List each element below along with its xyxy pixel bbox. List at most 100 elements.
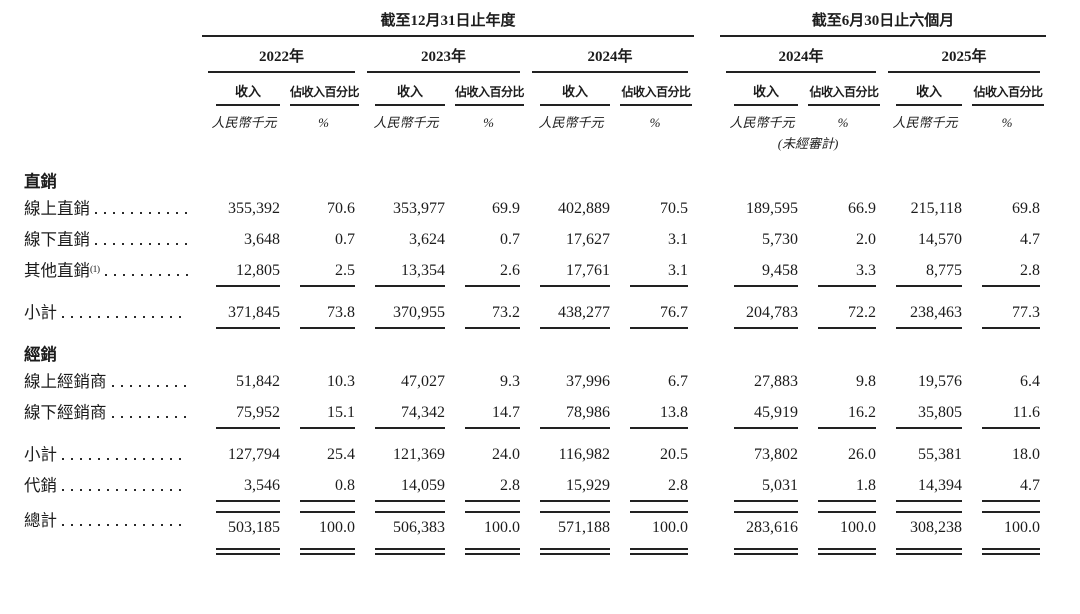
pct-value: 73.2 (451, 293, 526, 335)
column-header-row: 收入 佔收入百分比 收入 佔收入百分比 收入 佔收入百分比 收入 佔收入百分比 … (24, 73, 1046, 106)
dot-leader (104, 274, 188, 276)
revenue-value: 35,805 (882, 397, 968, 435)
double-rule (465, 548, 521, 555)
pct-value: 26.0 (848, 446, 877, 463)
pct-value: 70.6 (327, 200, 356, 217)
revenue-value: 116,982 (558, 446, 611, 463)
table-row: 線上直銷 355,392 70.6 353,977 69.9 402,889 70.5 189… (24, 193, 1046, 224)
pct-value: 4.7 (968, 470, 1046, 508)
table-row: 線上經銷商 51,842 10.3 47,027 9.3 37,996 6.7 27,883 9… (24, 366, 1046, 397)
annual-period-group: 截至12月31日止年度 (202, 6, 695, 37)
pct-value: 9.3 (500, 373, 521, 390)
revenue-value: 355,392 (228, 200, 280, 217)
unit-row: 人民幣千元 % 人民幣千元 % 人民幣千元 % 人民幣千元 % 人民幣千元 % (24, 106, 1046, 131)
revenue-value: 17,761 (526, 255, 616, 293)
dot-leader (62, 524, 188, 526)
table-row: 總計 503,185 100.0 506,383 100.0 571,188 100.0 28… (24, 508, 1046, 543)
revenue-value: 353,977 (393, 200, 446, 217)
revenue-value: 14,394 (882, 470, 968, 508)
row-label-text: 小計 (24, 303, 57, 322)
pct-value: 69.9 (492, 200, 521, 217)
pct-value: 24.0 (492, 446, 521, 463)
revenue-value: 17,627 (566, 231, 611, 248)
row-label-text: 線下直銷 (24, 230, 90, 249)
footnote-marker: (1) (90, 265, 100, 275)
period-header-row: 截至12月31日止年度 截至6月30日止六個月 (24, 6, 1047, 37)
revenue-column-header: 收入 (216, 73, 280, 106)
pct-column-header: 佔收入百分比 (972, 75, 1045, 106)
pct-value: 6.4 (1020, 373, 1041, 390)
double-rule (540, 548, 611, 555)
dot-leader (111, 416, 188, 418)
pct-value: 100.0 (616, 508, 694, 543)
pct-value: 25.4 (327, 446, 356, 463)
dot-leader (111, 385, 188, 387)
table-row: 線下經銷商 75,952 15.1 74,342 14.7 78,986 13.8 45,91… (24, 397, 1046, 435)
revenue-value: 438,277 (526, 293, 616, 335)
group-gap (694, 293, 720, 335)
year-label: 2022年 (208, 37, 356, 73)
revenue-value: 13,354 (361, 255, 451, 293)
pct-value: 69.8 (1012, 200, 1041, 217)
table-row: 小計 127,794 25.4 121,369 24.0 116,982 20.5 73,80… (24, 435, 1046, 470)
pct-value: 3.3 (804, 255, 882, 293)
pct-value: 0.7 (335, 231, 356, 248)
row-label: 小計 (24, 435, 202, 470)
pct-value: 14.7 (451, 397, 526, 435)
double-rule (818, 548, 877, 555)
period-group-title: 截至12月31日止年度 (202, 6, 695, 37)
dot-leader (62, 489, 188, 491)
year-label: 2023年 (367, 37, 521, 73)
revenue-column-header: 收入 (896, 73, 963, 106)
period-group-title: 截至6月30日止六個月 (720, 6, 1047, 37)
pct-value: 100.0 (286, 508, 361, 543)
row-label: 其他直銷 (1) (24, 255, 202, 286)
pct-unit: % (483, 115, 494, 130)
pct-value: 76.7 (616, 293, 694, 335)
revenue-value: 238,463 (882, 293, 968, 335)
revenue-value: 45,919 (720, 397, 804, 435)
row-label-text: 線上經銷商 (24, 372, 107, 391)
row-label-text: 線上直銷 (24, 199, 90, 218)
revenue-value: 19,576 (918, 373, 963, 390)
pct-value: 100.0 (968, 508, 1046, 543)
interim-period-group: 截至6月30日止六個月 (720, 6, 1047, 37)
revenue-value: 506,383 (361, 508, 451, 543)
pct-value: 72.2 (804, 293, 882, 335)
row-label: 直銷 (24, 152, 202, 193)
revenue-value: 74,342 (361, 397, 451, 435)
table-header: 截至12月31日止年度 截至6月30日止六個月 2022年 2023年 2024… (24, 6, 1047, 152)
revenue-value: 308,238 (882, 508, 968, 543)
group-gap (694, 470, 720, 508)
pct-value: 2.8 (968, 255, 1046, 293)
table-row: 線下直銷 3,648 0.7 3,624 0.7 17,627 3.1 5,730 2.0 14,… (24, 224, 1046, 255)
revenue-value: 121,369 (393, 446, 446, 463)
group-gap (694, 6, 720, 37)
revenue-unit: 人民幣千元 (538, 115, 604, 130)
revenue-value: 204,783 (720, 293, 804, 335)
pct-value: 2.8 (451, 470, 526, 508)
revenue-value: 12,805 (202, 255, 286, 293)
revenue-unit: 人民幣千元 (373, 115, 439, 130)
revenue-value: 189,595 (746, 200, 799, 217)
revenue-unit: 人民幣千元 (211, 115, 277, 130)
pct-value: 15.1 (286, 397, 361, 435)
row-label-text: 總計 (24, 511, 57, 530)
label-column-header (24, 6, 202, 37)
pct-value: 2.5 (286, 255, 361, 293)
dot-leader (62, 458, 188, 460)
pct-value: 20.5 (660, 446, 689, 463)
pct-unit: % (837, 115, 849, 130)
revenue-value: 27,883 (754, 373, 799, 390)
section-row: 直銷 (24, 152, 1046, 193)
pct-value: 6.7 (668, 373, 689, 390)
section-row: 經銷 (24, 335, 1046, 366)
pct-value: 0.7 (500, 231, 521, 248)
revenue-value: 3,546 (202, 470, 286, 508)
row-label-text: 其他直銷 (24, 261, 90, 280)
table-row: 代銷 3,546 0.8 14,059 2.8 15,929 2.8 5,031 1.8 14,3… (24, 470, 1046, 508)
year-header-row: 2022年 2023年 2024年 2024年 2025年 (24, 37, 1046, 73)
pct-value: 10.3 (327, 373, 356, 390)
pct-column-header: 佔收入百分比 (455, 75, 525, 106)
row-label: 總計 (24, 508, 202, 536)
